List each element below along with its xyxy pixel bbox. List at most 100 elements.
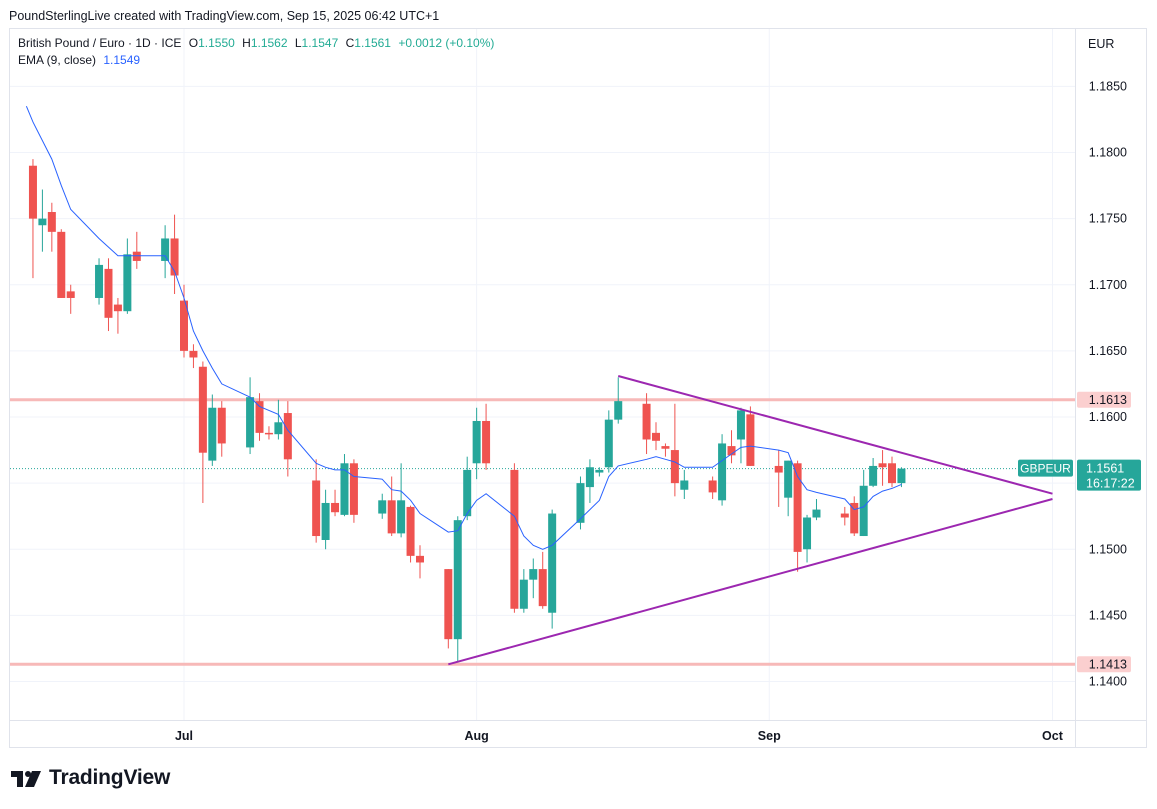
candle-body bbox=[850, 502, 859, 534]
candle-body bbox=[378, 500, 387, 514]
price-tick-label: 1.1850 bbox=[1089, 79, 1127, 93]
candle-body bbox=[642, 403, 651, 440]
candle-down bbox=[538, 551, 547, 609]
time-axis: Jul Aug Sep Oct bbox=[175, 729, 1064, 743]
candle-down bbox=[406, 505, 415, 563]
candle-body bbox=[416, 555, 424, 563]
candle-down bbox=[642, 393, 651, 455]
candle-down bbox=[180, 284, 188, 358]
candle-body bbox=[104, 268, 113, 318]
ema-polyline bbox=[25, 106, 902, 550]
candle-up bbox=[453, 516, 462, 662]
candle-body bbox=[774, 465, 783, 473]
grid-lines bbox=[10, 29, 1146, 748]
candle-up bbox=[397, 463, 406, 538]
candle-up bbox=[321, 489, 330, 550]
candle-up bbox=[803, 514, 812, 563]
candle-down bbox=[198, 361, 207, 503]
candle-body bbox=[217, 407, 226, 444]
candle-body bbox=[576, 483, 585, 523]
candle-body bbox=[387, 500, 396, 534]
candle-up bbox=[340, 454, 349, 517]
candle-body bbox=[803, 517, 812, 550]
candle-body bbox=[321, 502, 330, 540]
candle-down bbox=[416, 545, 424, 579]
candle-down bbox=[66, 284, 75, 314]
price-tick-label: 1.1500 bbox=[1089, 542, 1127, 556]
candle-down bbox=[170, 214, 179, 295]
candle-body bbox=[652, 432, 660, 441]
candle-down bbox=[189, 344, 198, 369]
candle-body bbox=[670, 450, 679, 484]
time-label: Aug bbox=[464, 729, 488, 743]
candle-body bbox=[255, 401, 264, 433]
candle-body bbox=[47, 212, 56, 232]
candle-body bbox=[510, 469, 519, 609]
candle-up bbox=[246, 377, 255, 455]
candles bbox=[28, 159, 906, 662]
price-tick-label: 1.1700 bbox=[1089, 278, 1127, 292]
candle-body bbox=[132, 251, 141, 261]
last-price-badge bbox=[1077, 459, 1141, 491]
candle-up bbox=[680, 469, 689, 499]
candle-up bbox=[274, 399, 283, 440]
candle-body bbox=[482, 420, 491, 464]
candle-down bbox=[850, 496, 859, 537]
candle-up bbox=[718, 434, 727, 506]
candle-body bbox=[66, 291, 75, 298]
candle-body bbox=[57, 231, 66, 298]
candle-body bbox=[614, 401, 623, 420]
time-label: Jul bbox=[175, 729, 193, 743]
candle-down bbox=[264, 426, 273, 440]
candle-down bbox=[482, 403, 491, 470]
candle-up bbox=[614, 377, 623, 424]
candle-body bbox=[793, 463, 802, 552]
candle-body bbox=[784, 460, 793, 498]
candle-up bbox=[576, 476, 585, 530]
horizontal-levels bbox=[10, 398, 1075, 666]
candle-up bbox=[784, 460, 793, 517]
candle-up bbox=[869, 457, 878, 488]
candle-up bbox=[208, 394, 217, 466]
symbol-badge-text: GBPEUR bbox=[1020, 462, 1071, 476]
candle-body bbox=[548, 513, 557, 613]
low-label: L bbox=[294, 36, 302, 50]
candle-up bbox=[472, 407, 481, 480]
price-tick-label: 1.1750 bbox=[1089, 212, 1127, 226]
candle-body bbox=[463, 469, 472, 517]
symbol-title: British Pound / Euro · 1D · ICE bbox=[18, 36, 182, 50]
countdown-text: 16:17:22 bbox=[1086, 477, 1135, 491]
candle-body bbox=[727, 446, 736, 456]
high-label: H bbox=[242, 36, 251, 50]
candle-up bbox=[604, 410, 613, 473]
high-value: 1.1562 bbox=[250, 36, 288, 50]
candle-body bbox=[180, 300, 188, 351]
candle-body bbox=[661, 446, 670, 449]
candle-up bbox=[897, 467, 906, 488]
candle-down bbox=[774, 450, 783, 507]
candle-down bbox=[255, 393, 264, 441]
chart-attribution: PoundSterlingLive created with TradingVi… bbox=[9, 9, 440, 23]
close-label: C bbox=[345, 36, 355, 50]
candle-body bbox=[529, 569, 538, 580]
level-label: 1.1613 bbox=[1089, 393, 1127, 407]
tradingview-logo-icon bbox=[11, 771, 41, 787]
candle-down bbox=[283, 401, 292, 477]
candle-body bbox=[897, 468, 906, 484]
open-label: O bbox=[188, 36, 199, 50]
price-axis: 1.1850 1.1800 1.1750 1.1700 1.1650 1.1600 1.15… bbox=[1018, 37, 1141, 689]
level-label: 1.1413 bbox=[1089, 657, 1127, 671]
candle-body bbox=[113, 304, 122, 312]
candle-down bbox=[387, 476, 396, 537]
triangle-lower-line bbox=[448, 498, 1053, 666]
ema-value: 1.1549 bbox=[103, 53, 141, 67]
candle-body bbox=[189, 350, 198, 358]
candle-down bbox=[28, 159, 37, 279]
low-value: 1.1547 bbox=[301, 36, 339, 50]
candle-body bbox=[519, 579, 528, 609]
candle-body bbox=[312, 480, 321, 537]
candle-body bbox=[736, 410, 745, 440]
candle-down bbox=[444, 569, 453, 649]
candle-body bbox=[349, 463, 358, 515]
